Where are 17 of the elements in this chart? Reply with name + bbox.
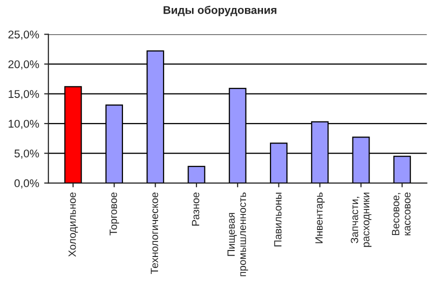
x-tick-label: Запчасти, расходники: [350, 192, 372, 247]
y-tick-label: 0,0%: [14, 179, 39, 188]
y-tick-label: 20,0%: [8, 60, 39, 70]
x-tick-label: Весовое, кассовое: [392, 192, 411, 236]
chart-title: Виды оборудования: [164, 6, 276, 16]
bar: [188, 166, 206, 184]
y-tick-label: 15,0%: [8, 90, 39, 100]
x-tick-label: Павильоны: [274, 192, 282, 246]
x-tick-label: Холодильное: [68, 192, 78, 257]
x-tick-label: Инвентарь: [315, 192, 325, 244]
x-tick-label: Пищевая промышленность: [228, 192, 248, 276]
x-tick-label: Разное: [192, 192, 200, 226]
x-tick-label: Торговое: [110, 192, 120, 236]
y-tick-label: 25,0%: [8, 30, 39, 40]
y-tick-label: 10,0%: [8, 120, 39, 129]
y-tick-label: 5,0%: [14, 150, 39, 159]
x-tick-label: Технологическое: [150, 192, 158, 274]
